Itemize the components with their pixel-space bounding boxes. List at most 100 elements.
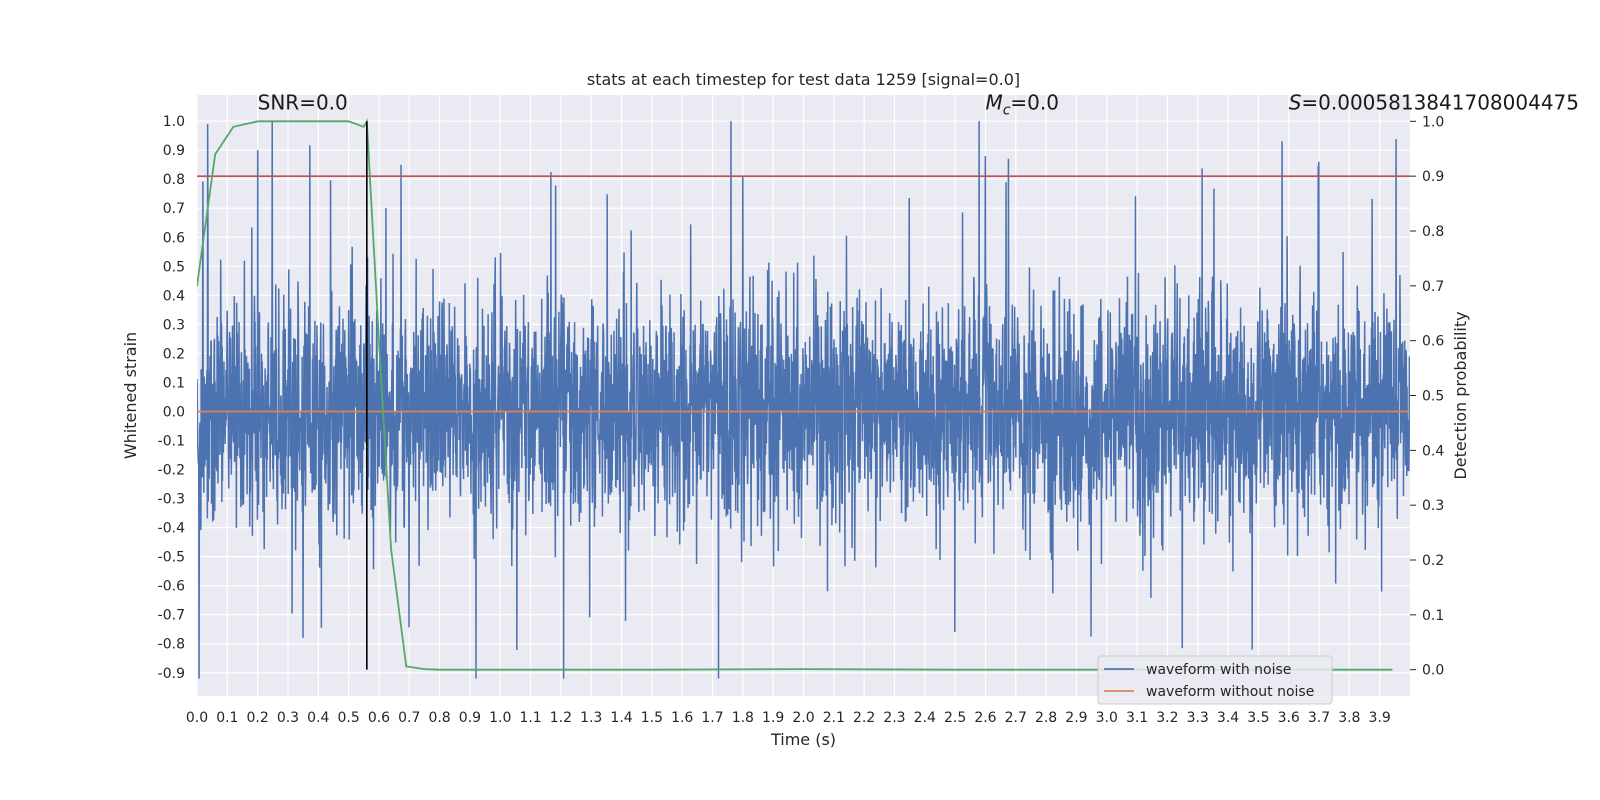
x-tick-label: 3.2	[1156, 710, 1178, 726]
y-tick-label: 0.8	[163, 172, 185, 188]
y-tick-label: 0.4	[163, 288, 185, 304]
legend: waveform with noise waveform without noi…	[1097, 655, 1333, 705]
x-tick-label: 0.1	[216, 710, 238, 726]
x-tick-label: 2.5	[944, 710, 966, 726]
detection-probability-point	[362, 126, 365, 128]
x-tick-label: 2.6	[974, 710, 996, 726]
y-tick-label: 0.5	[163, 259, 185, 275]
x-tick-label: 1.9	[762, 710, 784, 726]
x-tick-label: 0.8	[428, 710, 450, 726]
y2-tick-label: 0.6	[1422, 334, 1444, 350]
y-axis-label: Whitened strain	[121, 332, 140, 459]
x-tick-label: 2.9	[1065, 710, 1087, 726]
y-tick-label: 0.6	[163, 230, 185, 246]
x-tick-label: 0.3	[277, 710, 299, 726]
detection-probability-point	[287, 120, 289, 123]
x-tick-label: 3.5	[1247, 710, 1269, 726]
y2-axis-label: Detection probability	[1451, 311, 1470, 479]
legend-entry-noisy: waveform with noise	[1146, 662, 1291, 678]
y-tick-label: 0.7	[163, 201, 185, 217]
y-tick-label: -0.4	[158, 521, 185, 537]
x-tick-label: 1.3	[580, 710, 602, 726]
detection-probability-point	[390, 548, 392, 550]
chirp-mass-annotation: Mc=0.0	[985, 91, 1059, 119]
x-tick-label: 1.7	[701, 710, 723, 726]
detection-probability-point	[802, 668, 805, 670]
legend-entry-clean: waveform without noise	[1146, 684, 1314, 700]
x-tick-label: 3.4	[1217, 710, 1239, 726]
x-tick-label: 0.5	[337, 710, 359, 726]
detection-probability-point	[232, 126, 235, 128]
x-tick-label: 1.8	[732, 710, 754, 726]
y-tick-label: -0.7	[158, 608, 185, 624]
y-tick-label: 0.9	[163, 143, 185, 159]
detection-probability-point	[651, 668, 653, 671]
x-tick-label: 0.0	[186, 710, 208, 726]
y2-axis-ticks: 1.0 0.9 0.8 0.7 0.6 0.5 0.4 0.3 0.2 0.1 0.0	[1410, 114, 1444, 679]
detection-probability-point	[1391, 668, 1393, 671]
detection-probability-point	[423, 668, 426, 670]
y-tick-label: -0.2	[158, 463, 185, 479]
x-tick-label: 0.6	[368, 710, 390, 726]
x-tick-label: 2.3	[883, 710, 905, 726]
y-axis-ticks: 1.0 0.9 0.8 0.7 0.6 0.5 0.4 0.3 0.2 0.1 0.0 -0.1 -0.…	[158, 114, 185, 682]
x-axis-label: Time (s)	[770, 730, 836, 749]
x-tick-label: 3.7	[1308, 710, 1330, 726]
x-tick-label: 2.7	[1005, 710, 1027, 726]
x-tick-label: 0.9	[459, 710, 481, 726]
y-tick-label: -0.1	[158, 434, 185, 450]
y-tick-label: -0.6	[158, 579, 185, 595]
detection-probability-point	[954, 668, 956, 671]
y2-tick-label: 0.2	[1422, 553, 1444, 569]
y2-tick-label: 0.3	[1422, 498, 1444, 514]
x-tick-label: 3.8	[1338, 710, 1360, 726]
s-symbol: S	[1289, 91, 1302, 115]
detection-probability-point	[347, 120, 350, 123]
y2-tick-label: 1.0	[1422, 114, 1444, 130]
detection-probability-point	[256, 120, 259, 123]
x-tick-label: 2.2	[853, 710, 875, 726]
x-tick-label: 1.1	[519, 710, 541, 726]
y2-tick-label: 0.7	[1422, 279, 1444, 295]
y-tick-label: -0.5	[158, 550, 185, 566]
y2-tick-label: 0.0	[1422, 663, 1444, 679]
x-tick-label: 1.2	[550, 710, 572, 726]
y-tick-label: 0.2	[163, 346, 185, 362]
y-tick-label: 1.0	[163, 114, 185, 130]
detection-probability-point	[405, 665, 408, 668]
x-tick-label: 0.7	[398, 710, 420, 726]
detection-probability-point	[378, 339, 380, 342]
x-tick-label: 1.4	[610, 710, 632, 726]
y-tick-label: -0.9	[158, 666, 185, 682]
detection-probability-point	[214, 153, 216, 156]
y-tick-label: -0.8	[158, 637, 185, 653]
y2-tick-label: 0.4	[1422, 443, 1444, 459]
x-tick-label: 0.2	[247, 710, 269, 726]
x-tick-label: 2.1	[823, 710, 845, 726]
x-tick-label: 2.0	[792, 710, 814, 726]
mc-value: =0.0	[1010, 91, 1059, 115]
x-tick-label: 3.0	[1096, 710, 1118, 726]
x-tick-label: 1.0	[489, 710, 511, 726]
x-tick-label: 2.4	[914, 710, 936, 726]
x-tick-label: 3.6	[1278, 710, 1300, 726]
y-tick-label: 0.0	[163, 404, 185, 420]
snr-annotation: SNR=0.0	[258, 91, 348, 115]
mc-symbol: M	[985, 91, 1002, 115]
s-annotation: S=0.0005813841708004475	[1289, 91, 1579, 115]
y2-tick-label: 0.1	[1422, 608, 1444, 624]
mc-subscript: c	[1003, 103, 1011, 119]
detection-probability-point	[197, 285, 198, 287]
y-tick-label: 0.1	[163, 375, 185, 391]
x-tick-label: 0.4	[307, 710, 329, 726]
x-tick-label: 1.6	[671, 710, 693, 726]
detection-probability-point	[438, 668, 441, 671]
y-tick-label: -0.3	[158, 492, 185, 508]
x-tick-label: 3.1	[1126, 710, 1148, 726]
legend-box	[1097, 655, 1333, 705]
y2-tick-label: 0.5	[1422, 389, 1444, 405]
x-axis-ticks: 0.0 0.1 0.2 0.3 0.4 0.5 0.6 0.7 0.8 0.9 1.0 1.1 1.2 1…	[186, 710, 1391, 726]
y2-tick-label: 0.9	[1422, 169, 1444, 185]
detection-probability-point	[317, 120, 320, 123]
